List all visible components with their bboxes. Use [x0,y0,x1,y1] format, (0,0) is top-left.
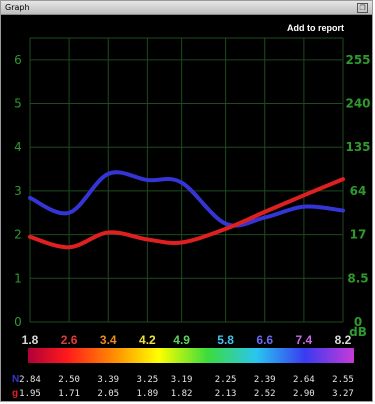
window-title: Graph [5,3,30,12]
title-bar[interactable]: Graph ❐ [1,1,372,15]
x-axis: 1.8 2.6 3.4 4.2 4.9 5.8 6.6 7.4 8.2 [22,333,352,347]
table-row-label: g [12,388,18,399]
x-tick-label: 7.4 [296,333,313,347]
table-cell: 2.90 [293,389,315,399]
series-lines [28,170,345,250]
right-y-axis: 0 8.5 17 64 135 240 255 dB [345,53,370,339]
table-cell: 2.13 [215,389,237,399]
table-cell: 1.71 [58,389,80,399]
x-tick-label: 6.6 [256,333,273,347]
add-to-report-link[interactable]: Add to report [287,23,344,33]
left-y-tick-label: 4 [14,140,22,154]
table-cell: 2.52 [254,389,276,399]
table-cell: 1.82 [171,389,193,399]
grid [29,37,344,323]
x-tick-label: 8.2 [335,333,352,347]
x-tick-label: 3.4 [100,333,117,347]
table-cell: 1.95 [19,389,41,399]
table-cell: 2.25 [215,375,237,385]
series-line-g [28,177,345,250]
left-y-axis: 0 1 2 3 4 5 6 [14,53,22,329]
x-tick-label: 4.9 [173,333,190,347]
table-cell: 2.05 [97,389,119,399]
x-tick-label: 2.6 [61,333,78,347]
right-y-tick-label: 64 [350,184,367,198]
table-cell: 2.84 [19,375,41,385]
left-y-tick-label: 5 [14,97,22,111]
right-y-tick-label: 255 [345,53,370,67]
table-cell: 2.50 [58,375,80,385]
left-y-tick-label: 3 [14,184,22,198]
table-cell: 1.89 [137,389,159,399]
left-y-tick-label: 6 [14,53,22,67]
left-y-tick-label: 2 [14,228,22,242]
right-y-tick-label: 135 [345,140,370,154]
right-y-tick-label: 8.5 [347,271,368,285]
table-cell: 3.25 [137,375,159,385]
right-y-tick-label: 17 [350,228,367,242]
table-cell: 2.55 [332,375,354,385]
left-y-tick-label: 1 [14,271,22,285]
left-y-tick-label: 0 [14,315,22,329]
right-y-tick-label: 240 [345,97,370,111]
table-cell: 3.39 [97,375,119,385]
restore-icon[interactable]: ❐ [357,3,368,13]
right-y-tick-label: 0 [354,315,362,329]
value-table: N 2.84 2.50 3.39 3.25 3.19 2.25 2.39 2.64 2.55g 1.… [12,374,354,399]
x-tick-label: 4.2 [139,333,156,347]
x-tick-label: 5.8 [217,333,234,347]
table-row-label: N [12,374,19,385]
table-cell: 2.39 [254,375,276,385]
series-line-N [28,170,345,228]
x-tick-label: 1.8 [22,333,39,347]
table-cell: 3.27 [332,389,354,399]
right-y-unit-label: dB [349,325,367,339]
table-cell: 2.64 [293,375,315,385]
spectrum-bar [28,348,354,363]
table-cell: 3.19 [171,375,193,385]
